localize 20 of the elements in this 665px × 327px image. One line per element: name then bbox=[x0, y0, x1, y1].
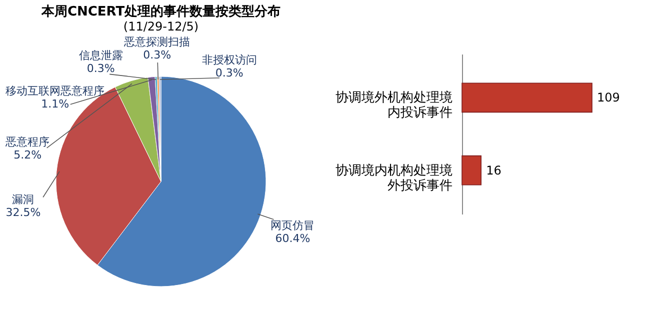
data-label: 32.5% bbox=[6, 206, 41, 219]
chart-title: 本周CNCERT处理的事件数量按类型分布 bbox=[40, 4, 281, 20]
y-tick-label: 协调境内机构处理境外投诉事件 bbox=[336, 162, 452, 194]
chart-subtitle: (11/29-12/5) bbox=[123, 20, 199, 34]
slice-label: 漏洞 bbox=[12, 192, 34, 206]
slice-label: 非授权访问 bbox=[202, 53, 257, 66]
slice-label: 恶意程序 bbox=[4, 135, 50, 148]
data-label: 109 bbox=[597, 90, 620, 105]
slice-label: 恶意探测扫描 bbox=[123, 36, 190, 49]
slice-label: 网页仿冒 bbox=[270, 218, 315, 232]
data-label: 0.3% bbox=[143, 48, 172, 62]
data-label: 16 bbox=[486, 163, 502, 178]
data-label: 0.3% bbox=[215, 66, 244, 80]
data-label: 60.4% bbox=[275, 232, 310, 245]
slice-label: 信息泄露 bbox=[78, 49, 123, 62]
slice-label: 移动互联网恶意程序 bbox=[6, 84, 105, 98]
data-label: 5.2% bbox=[14, 148, 42, 162]
y-tick-label: 协调境外机构处理境内投诉事件 bbox=[336, 90, 452, 121]
data-label: 0.3% bbox=[86, 62, 115, 76]
data-label: 1.1% bbox=[41, 97, 70, 110]
